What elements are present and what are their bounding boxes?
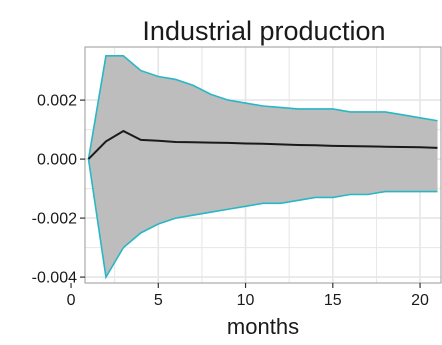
panel-border <box>84 46 442 284</box>
y-axis: 0.002 0.000 -0.002 -0.004 <box>32 93 85 287</box>
y-tick-label: 0.000 <box>37 152 77 169</box>
band-area <box>88 55 438 278</box>
x-tick-label: 20 <box>411 292 429 309</box>
chart-title: Industrial production <box>142 16 385 46</box>
x-tick-label: 10 <box>237 292 255 309</box>
x-tick-label: 15 <box>324 292 342 309</box>
lower-bound-line <box>87 158 438 280</box>
confidence-band <box>87 55 438 280</box>
x-axis-label: months <box>227 314 299 339</box>
x-tick-label: 0 <box>67 292 76 309</box>
y-tick-label: 0.002 <box>37 93 77 110</box>
y-tick-label: -0.002 <box>32 211 77 228</box>
upper-bound-line <box>87 55 438 160</box>
y-tick-label: -0.004 <box>32 270 77 287</box>
x-tick-label: 5 <box>154 292 163 309</box>
response-line-group <box>87 129 438 160</box>
x-axis: 0 5 10 15 20 <box>67 283 429 309</box>
response-line <box>87 129 438 160</box>
